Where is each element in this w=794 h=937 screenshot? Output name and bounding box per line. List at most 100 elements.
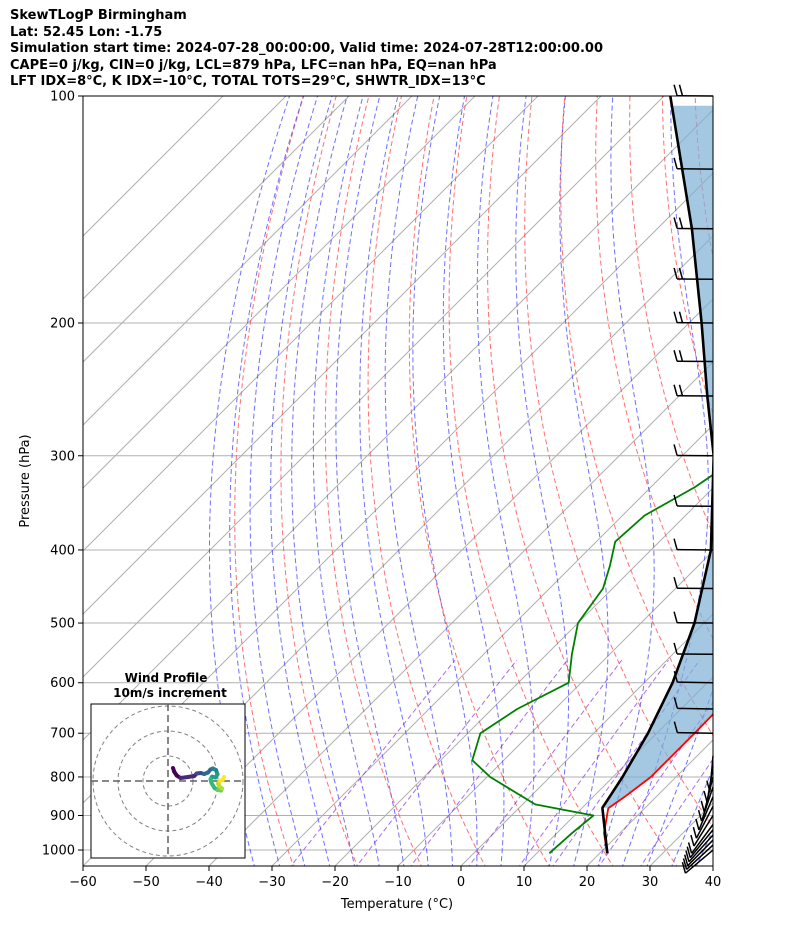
barb-staff (693, 815, 714, 847)
moist-adiabat (312, 96, 380, 866)
barb-staff (688, 834, 714, 863)
x-axis-label: Temperature (°C) (340, 897, 453, 912)
barb-flag (673, 157, 678, 169)
isotherm-gridline (83, 96, 539, 552)
barb-flag (690, 834, 695, 847)
mixing-ratio-line (410, 659, 568, 866)
y-tick-label: 100 (50, 90, 75, 105)
x-tick-label: −20 (321, 875, 348, 890)
moist-adiabat (646, 687, 713, 866)
y-tick-label: 700 (50, 727, 75, 742)
moist-adiabat (597, 96, 655, 866)
mixing-ratio-line (290, 659, 456, 866)
x-tick-label: 20 (579, 875, 596, 890)
moist-adiabat (335, 96, 405, 866)
isotherm-gridline (334, 487, 713, 866)
dry-adiabat (487, 96, 678, 866)
simulation-times: Simulation start time: 2024-07-28_00:00:… (10, 41, 603, 56)
x-tick-label: −10 (384, 875, 411, 890)
moist-adiabat (476, 96, 535, 866)
dry-adiabat (280, 96, 358, 866)
barb-staff (698, 796, 714, 831)
isotherm-gridline (83, 96, 224, 237)
wind-barb (683, 839, 714, 867)
barb-flag (678, 350, 684, 362)
wind-barb (673, 721, 714, 734)
moist-adiabat (515, 96, 569, 866)
wind-barb (673, 538, 714, 551)
moist-adiabat (559, 96, 609, 866)
y-axis-ticks: 1000 900 800 700 600 500 400 300 200 100 (42, 90, 83, 859)
barb-flag (678, 157, 684, 170)
barb-flag (678, 384, 684, 396)
hodograph-title: Wind Profile (125, 671, 208, 685)
isotherm-gridline (208, 361, 713, 866)
y-axis-label: Pressure (hPa) (18, 434, 33, 527)
moist-adiabat (270, 96, 333, 866)
wind-barb (697, 786, 714, 822)
dry-adiabat (408, 96, 550, 866)
stability-indices: LFT IDX=8°C, K IDX=-10°C, TOTAL TOTS=29°… (10, 74, 486, 89)
wind-barb (690, 815, 714, 847)
wind-barbs (673, 84, 714, 874)
cin-area-fill (602, 105, 713, 808)
barb-flag (673, 697, 679, 709)
dry-adiabat (727, 79, 794, 869)
dry-adiabat (448, 96, 614, 866)
barb-staff (684, 849, 714, 874)
dry-adiabat (595, 96, 713, 640)
moist-adiabat (249, 96, 319, 866)
y-tick-label: 900 (50, 809, 75, 824)
x-tick-label: −30 (258, 875, 285, 890)
dry-adiabat (234, 96, 305, 866)
barb-flag (673, 642, 678, 655)
moist-adiabat (720, 79, 794, 869)
location-coordinates: Lat: 52.45 Lon: -1.75 (10, 24, 163, 40)
barb-staff (677, 707, 714, 710)
dry-adiabat (759, 79, 794, 869)
header: SkewTLogP Birmingham Lat: 52.45 Lon: -1.… (10, 8, 603, 91)
plot-area (83, 79, 794, 869)
barb-staff (677, 731, 714, 734)
hodograph-subtitle: 10m/s increment (113, 686, 227, 700)
moist-adiabat (442, 96, 505, 866)
barb-flag (706, 780, 711, 792)
x-axis-ticks: −60 −50 −40 −30 −20 −10 0 10 20 30 40 (69, 866, 721, 890)
barb-flag (700, 800, 706, 813)
barb-flag (703, 790, 708, 803)
dewpoint-line (471, 473, 713, 854)
wind-barb (673, 611, 714, 624)
barb-staff (690, 824, 714, 854)
isotherm-gridline (83, 96, 287, 300)
dry-adiabat (661, 96, 713, 416)
isotherm-gridline (83, 96, 350, 363)
barb-flag (673, 611, 678, 623)
barb-flag (673, 721, 679, 733)
barb-flag (673, 384, 678, 396)
barb-staff (677, 681, 714, 684)
barb-flag (673, 350, 678, 362)
dry-adiabat (324, 96, 422, 866)
y-tick-label: 300 (50, 449, 75, 464)
barb-staff (689, 829, 714, 859)
y-tick-label: 400 (50, 543, 75, 558)
x-tick-label: 30 (642, 875, 659, 890)
wind-barb (673, 384, 714, 397)
wind-barb (673, 444, 714, 457)
wind-barb (673, 350, 714, 363)
y-tick-label: 500 (50, 617, 75, 632)
y-tick-label: 200 (50, 316, 75, 331)
barb-flag (683, 854, 689, 866)
wind-barb (673, 670, 714, 684)
barb-flag (673, 267, 678, 280)
mixing-ratio-line (468, 659, 623, 866)
barb-flag (673, 538, 678, 550)
moist-adiabat (359, 96, 429, 866)
dry-adiabat (560, 96, 713, 737)
barb-flag (673, 577, 678, 589)
isotherm-gridline (83, 109, 713, 741)
isotherm-gridline (712, 865, 713, 866)
wind-barb (673, 267, 714, 281)
wind-barb (673, 157, 714, 170)
